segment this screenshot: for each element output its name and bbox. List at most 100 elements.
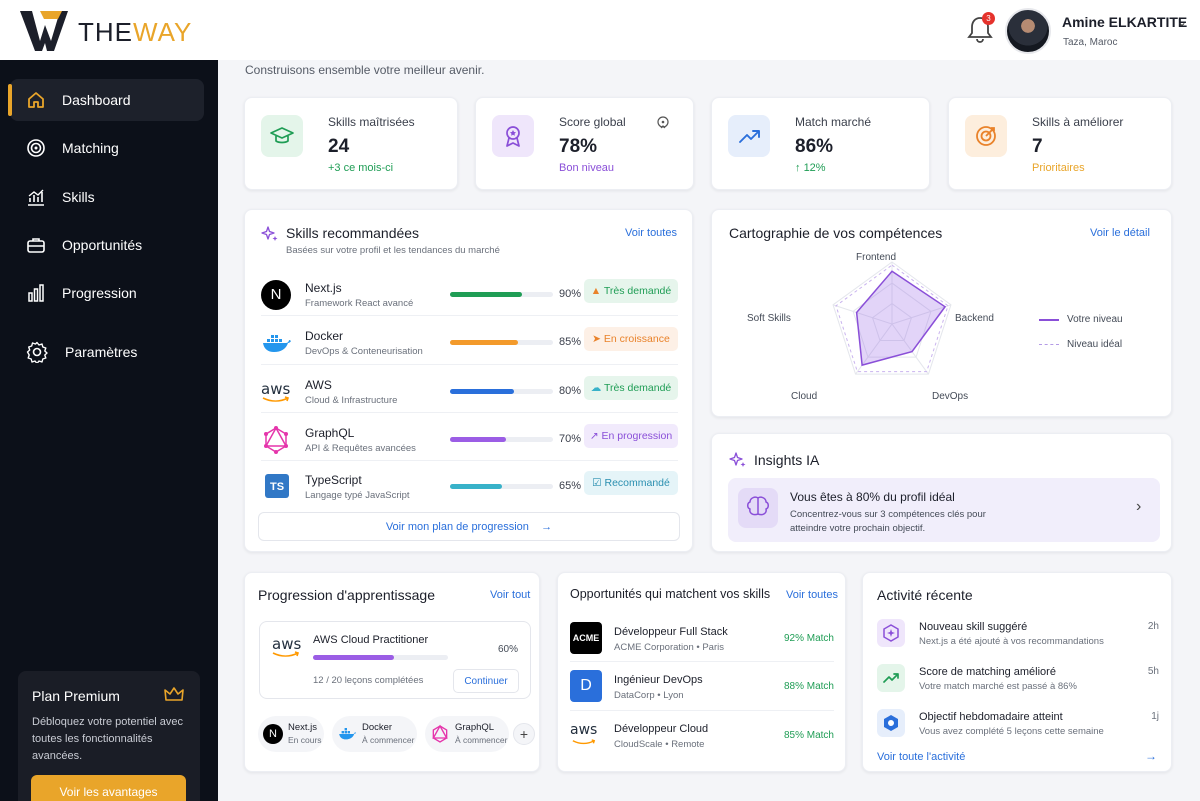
progression-plan-button[interactable]: Voir mon plan de progression → xyxy=(258,512,680,541)
demand-tag: ➤ En croissance xyxy=(584,327,678,351)
course-chip-docker[interactable]: Docker À commencer xyxy=(332,716,417,752)
skill-name: AWS xyxy=(305,378,332,392)
chip-name: Next.js xyxy=(288,722,318,733)
stat-title: Score global xyxy=(559,115,626,129)
aws-icon: aws xyxy=(261,377,291,407)
user-name[interactable]: Amine ELKARTITE xyxy=(1062,14,1188,30)
demand-tag: ☑ Recommandé xyxy=(584,471,678,495)
insight-banner[interactable]: Vous êtes à 80% du profil idéal Concentr… xyxy=(728,478,1160,542)
add-course-button[interactable]: + xyxy=(513,723,535,745)
opportunities-card: Opportunités qui matchent vos skills Voi… xyxy=(557,572,846,772)
sidebar-item-progression[interactable]: Progression xyxy=(10,272,204,314)
opportunity-row[interactable]: aws Développeur Cloud CloudScale • Remot… xyxy=(570,719,834,759)
see-all-link[interactable]: Voir tout xyxy=(490,589,531,601)
briefcase-icon xyxy=(27,238,45,253)
skill-progress-fill xyxy=(450,292,523,297)
skill-description: DevOps & Conteneurisation xyxy=(305,346,423,357)
opportunity-row[interactable]: D Ingénieur DevOps DataCorp • Lyon 88% M… xyxy=(570,670,834,710)
radar-axis-label: DevOps xyxy=(932,391,969,402)
sidebar-item-parametres[interactable]: Paramètres xyxy=(10,330,204,372)
sidebar-item-opportunites[interactable]: Opportunités xyxy=(10,224,204,266)
brain-icon xyxy=(738,488,778,528)
goal-badge-icon xyxy=(877,709,905,737)
legend-ideal: Niveau idéal xyxy=(1067,339,1123,350)
brand-name[interactable]: THEWAY xyxy=(78,17,192,48)
stat-title: Skills à améliorer xyxy=(1032,115,1124,129)
info-icon[interactable] xyxy=(656,116,670,130)
notification-badge: 3 xyxy=(982,12,995,25)
card-title: Opportunités qui matchent vos skills xyxy=(570,587,771,601)
legend-swatch-ideal xyxy=(1039,344,1059,345)
brand-name-dark: THE xyxy=(78,17,133,47)
premium-button[interactable]: Voir les avantages xyxy=(31,775,186,801)
radar-axis-line xyxy=(832,304,893,325)
opportunity-company: DataCorp • Lyon xyxy=(614,690,684,701)
radar-grid-ring xyxy=(871,302,913,342)
chart-icon xyxy=(28,189,44,206)
stat-card-match[interactable]: Match marché 86% ↑ 12% xyxy=(711,97,930,190)
trending-up-icon xyxy=(728,115,770,157)
demand-tag-label: En progression xyxy=(601,430,673,442)
lessons-completed: 12 / 20 leçons complétées xyxy=(313,675,424,686)
arrow-right-icon[interactable]: → xyxy=(1145,749,1157,763)
radar-axis-label: Cloud xyxy=(791,391,818,402)
card-title: Cartographie de vos compétences xyxy=(729,225,943,241)
divider xyxy=(261,364,678,365)
skill-percent: 80% xyxy=(558,385,581,397)
progression-plan-label: Voir mon plan de progression xyxy=(385,521,529,533)
aws-logo-text: aws xyxy=(570,722,598,738)
skill-row-nextjs[interactable]: N Next.js Framework React avancé 90% ▲ T… xyxy=(261,278,681,326)
activity-title: Nouveau skill suggéré xyxy=(919,621,1028,633)
demand-tag: ↗ En progression xyxy=(584,424,678,448)
course-percent: 60% xyxy=(497,644,518,655)
continue-button[interactable]: Continuer xyxy=(453,669,519,693)
see-all-activity-link[interactable]: Voir toute l'activité xyxy=(877,751,966,763)
sidebar-item-dashboard[interactable]: Dashboard xyxy=(8,79,204,121)
aws-icon: aws xyxy=(272,635,301,657)
nextjs-icon: N xyxy=(263,724,283,744)
sidebar-item-matching[interactable]: Matching xyxy=(10,127,204,169)
see-all-link[interactable]: Voir toutes xyxy=(786,589,838,601)
chevron-down-icon[interactable]: ⌄ xyxy=(1177,15,1188,29)
skill-row-aws[interactable]: aws AWS Cloud & Infrastructure 80% ☁ Trè… xyxy=(261,375,681,423)
stat-value: 7 xyxy=(1032,136,1043,157)
skill-percent: 65% xyxy=(558,480,581,492)
avatar[interactable] xyxy=(1005,8,1051,54)
stat-card-score[interactable]: Score global 78% Bon niveau xyxy=(475,97,694,190)
match-score: 88% Match xyxy=(783,681,834,692)
course-chip-graphql[interactable]: GraphQL À commencer xyxy=(425,716,509,752)
divider xyxy=(570,710,834,711)
docker-icon xyxy=(263,335,291,352)
chip-name: GraphQL xyxy=(455,722,495,733)
datacorp-logo: D xyxy=(570,670,602,702)
sidebar-item-skills[interactable]: Skills xyxy=(10,176,204,218)
course-card[interactable]: aws AWS Cloud Practitioner 60% 12 / 20 l… xyxy=(259,621,531,699)
divider xyxy=(261,460,678,461)
skill-row-docker[interactable]: Docker DevOps & Conteneurisation 85% ➤ E… xyxy=(261,326,681,374)
course-chip-nextjs[interactable]: N Next.js En cours xyxy=(258,716,324,752)
activity-time: 1j xyxy=(1151,711,1159,722)
legend-swatch-current xyxy=(1039,319,1059,321)
skill-progress-fill xyxy=(450,437,507,442)
nextjs-icon: N xyxy=(261,280,291,310)
chevron-right-icon[interactable]: › xyxy=(1136,498,1142,515)
flame-icon: ▲ xyxy=(590,285,604,297)
arrow-up-icon: ↑ xyxy=(795,162,804,174)
activity-item[interactable]: Objectif hebdomadaire atteint Vous avez … xyxy=(863,707,1173,747)
stat-card-skills[interactable]: Skills maîtrisées 24 +3 ce mois-ci xyxy=(244,97,458,190)
skill-progress-track xyxy=(450,292,553,297)
stat-card-improve[interactable]: Skills à améliorer 7 Prioritaires xyxy=(948,97,1172,190)
opportunity-row[interactable]: ACME Développeur Full Stack ACME Corpora… xyxy=(570,622,834,662)
activity-item[interactable]: Nouveau skill suggéré Next.js a été ajou… xyxy=(863,617,1173,657)
learning-progress-card: Progression d'apprentissage Voir tout aw… xyxy=(244,572,540,772)
skill-row-typescript[interactable]: TS TypeScript Langage typé JavaScript 65… xyxy=(261,470,681,518)
see-detail-link[interactable]: Voir le détail xyxy=(1090,227,1150,239)
see-all-link[interactable]: Voir toutes xyxy=(625,227,677,239)
premium-description: Débloquez votre potentiel avec toutes le… xyxy=(32,716,184,762)
page-subtitle: Construisons ensemble votre meilleur ave… xyxy=(245,63,485,77)
ai-insights-card: Insights IA Vous êtes à 80% du profil id… xyxy=(711,433,1172,552)
cloud-icon: ☁ xyxy=(590,382,604,394)
sidebar-item-label: Progression xyxy=(62,285,137,301)
skill-row-graphql[interactable]: GraphQL API & Requêtes avancées 70% ↗ En… xyxy=(261,423,681,471)
activity-item[interactable]: Score de matching amélioré Votre match m… xyxy=(863,662,1173,702)
